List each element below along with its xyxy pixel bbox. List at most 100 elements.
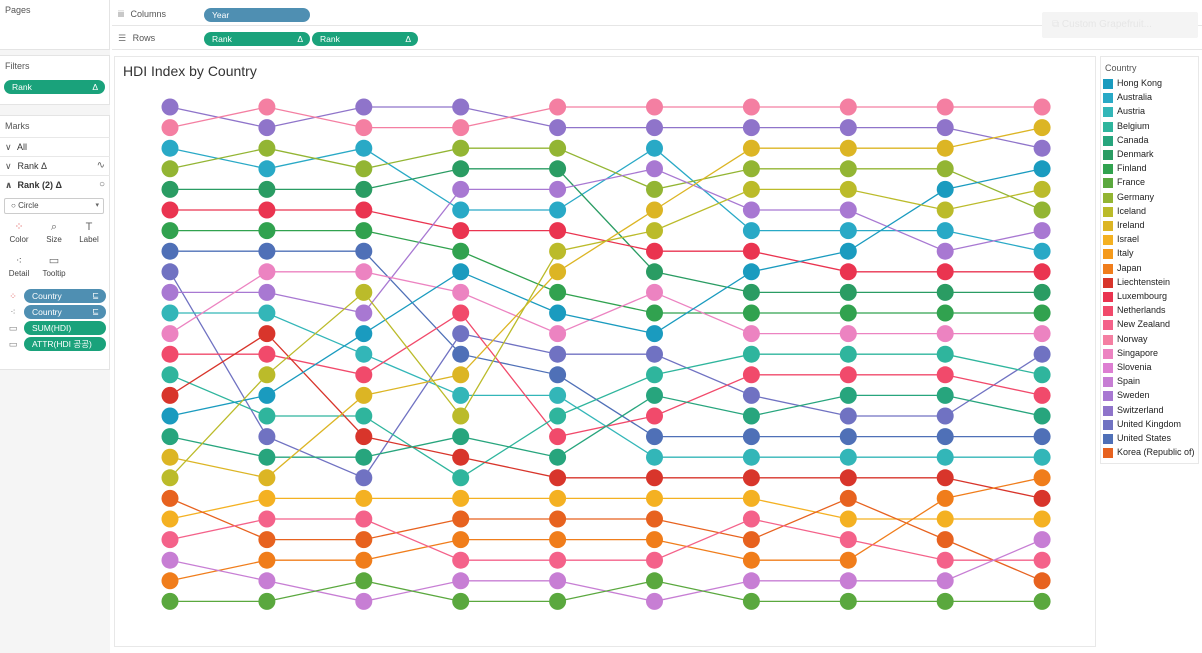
worksheet-view[interactable]: HDI Index by Country bbox=[114, 56, 1096, 647]
rank-point[interactable] bbox=[355, 469, 373, 487]
rank-point[interactable] bbox=[646, 180, 663, 198]
rank-point[interactable] bbox=[452, 283, 470, 301]
rank-point[interactable] bbox=[161, 119, 179, 137]
country-pill[interactable]: Country ⊑ bbox=[24, 305, 106, 319]
rank-point[interactable] bbox=[839, 263, 857, 281]
rank-point[interactable] bbox=[839, 180, 857, 198]
rank-point[interactable] bbox=[161, 222, 179, 240]
marks-layer-rank-2[interactable]: ∧ Rank (2) Δ ○ bbox=[5, 178, 105, 192]
rank-point[interactable] bbox=[1033, 304, 1051, 322]
bump-chart[interactable] bbox=[115, 57, 1095, 646]
series-line[interactable] bbox=[170, 250, 1043, 438]
rank-point[interactable] bbox=[839, 139, 857, 157]
rank-point[interactable] bbox=[549, 386, 567, 404]
rank-point[interactable] bbox=[1033, 469, 1051, 487]
rank-point[interactable] bbox=[1033, 489, 1051, 507]
rank-point[interactable] bbox=[258, 551, 276, 569]
legend-item[interactable]: Denmark bbox=[1103, 148, 1198, 162]
series-line[interactable] bbox=[170, 580, 1043, 603]
rank-point[interactable] bbox=[839, 407, 857, 425]
series-line[interactable] bbox=[169, 188, 1043, 479]
rank-point[interactable] bbox=[452, 366, 470, 384]
rank-point[interactable] bbox=[839, 160, 857, 178]
rank-point[interactable] bbox=[258, 407, 276, 425]
rank-point[interactable] bbox=[936, 531, 954, 549]
rank-point[interactable] bbox=[258, 98, 276, 116]
rank-point[interactable] bbox=[258, 242, 276, 260]
rank-point[interactable] bbox=[355, 407, 373, 425]
rank-point[interactable] bbox=[839, 201, 857, 219]
series-line[interactable] bbox=[170, 168, 1043, 294]
rank-point[interactable] bbox=[549, 325, 567, 343]
rank-point[interactable] bbox=[839, 119, 857, 137]
legend-item[interactable]: Belgium bbox=[1103, 120, 1198, 134]
rank-point[interactable] bbox=[839, 428, 857, 446]
rank-point[interactable] bbox=[549, 160, 567, 178]
rank-point[interactable] bbox=[161, 510, 179, 528]
rank-point[interactable] bbox=[839, 325, 857, 343]
rank-point[interactable] bbox=[161, 489, 179, 507]
rank-point[interactable] bbox=[161, 592, 179, 610]
rank-point[interactable] bbox=[161, 98, 179, 116]
rank-point[interactable] bbox=[355, 510, 373, 528]
rank-point[interactable] bbox=[742, 531, 760, 549]
rank-point[interactable] bbox=[355, 263, 373, 281]
tooltip-button[interactable]: ▭ Tooltip bbox=[39, 253, 69, 283]
rank-point[interactable] bbox=[258, 428, 276, 446]
legend-item[interactable]: Finland bbox=[1103, 162, 1198, 176]
rank-point[interactable] bbox=[258, 448, 276, 466]
rank-point[interactable] bbox=[646, 428, 663, 446]
rank-point[interactable] bbox=[742, 325, 760, 343]
rank-point[interactable] bbox=[1033, 510, 1051, 528]
rank-point[interactable] bbox=[452, 448, 470, 466]
series-line[interactable] bbox=[169, 168, 1043, 417]
rank-point[interactable] bbox=[549, 469, 567, 487]
rank-point[interactable] bbox=[258, 160, 276, 178]
series-line[interactable] bbox=[169, 497, 1043, 582]
legend-item[interactable]: Israel bbox=[1103, 233, 1198, 247]
rank-point[interactable] bbox=[936, 428, 954, 446]
rank-point[interactable] bbox=[258, 366, 276, 384]
rank-point[interactable] bbox=[549, 531, 567, 549]
legend-item[interactable]: France bbox=[1103, 176, 1198, 190]
rank-point[interactable] bbox=[742, 386, 760, 404]
rank-point[interactable] bbox=[549, 119, 567, 137]
rank-point[interactable] bbox=[839, 345, 857, 363]
legend-item[interactable]: Germany bbox=[1103, 191, 1198, 205]
rank-point[interactable] bbox=[742, 572, 760, 590]
rank-point[interactable] bbox=[161, 407, 179, 425]
rank-point[interactable] bbox=[936, 139, 954, 157]
rank-point[interactable] bbox=[936, 592, 954, 610]
columns-shelf[interactable]: iii Columns Year bbox=[112, 4, 1202, 26]
rank-point[interactable] bbox=[161, 448, 179, 466]
rank-point[interactable] bbox=[1033, 98, 1051, 116]
rank-point[interactable] bbox=[742, 510, 760, 528]
marks-layer-all[interactable]: ∨ All bbox=[5, 140, 27, 154]
size-button[interactable]: ⌕ Size bbox=[39, 219, 69, 249]
rank-point[interactable] bbox=[936, 304, 954, 322]
rank-point[interactable] bbox=[1033, 325, 1051, 343]
rank-point[interactable] bbox=[742, 551, 760, 569]
legend-item[interactable]: Norway bbox=[1103, 333, 1198, 347]
year-pill[interactable]: Year bbox=[204, 8, 310, 22]
rank-point[interactable] bbox=[452, 304, 470, 322]
rank-point[interactable] bbox=[646, 407, 663, 425]
rank-point[interactable] bbox=[355, 428, 373, 446]
rank-point[interactable] bbox=[936, 345, 954, 363]
legend-item[interactable]: Australia bbox=[1103, 91, 1198, 105]
rank-point[interactable] bbox=[742, 160, 760, 178]
rank-point[interactable] bbox=[452, 592, 470, 610]
rank-point[interactable] bbox=[1033, 366, 1051, 384]
sum-hdi-pill[interactable]: SUM(HDI) bbox=[24, 321, 106, 335]
rank-point[interactable] bbox=[839, 551, 857, 569]
rank-point[interactable] bbox=[742, 592, 760, 610]
rank-point[interactable] bbox=[936, 366, 954, 384]
rank-point[interactable] bbox=[646, 386, 663, 404]
legend-item[interactable]: Sweden bbox=[1103, 389, 1198, 403]
rank-point[interactable] bbox=[258, 345, 276, 363]
rank-point[interactable] bbox=[355, 572, 373, 590]
series-line[interactable] bbox=[169, 394, 1043, 458]
rank-point[interactable] bbox=[258, 201, 276, 219]
rank-point[interactable] bbox=[1033, 160, 1051, 178]
rank-point[interactable] bbox=[258, 386, 276, 404]
